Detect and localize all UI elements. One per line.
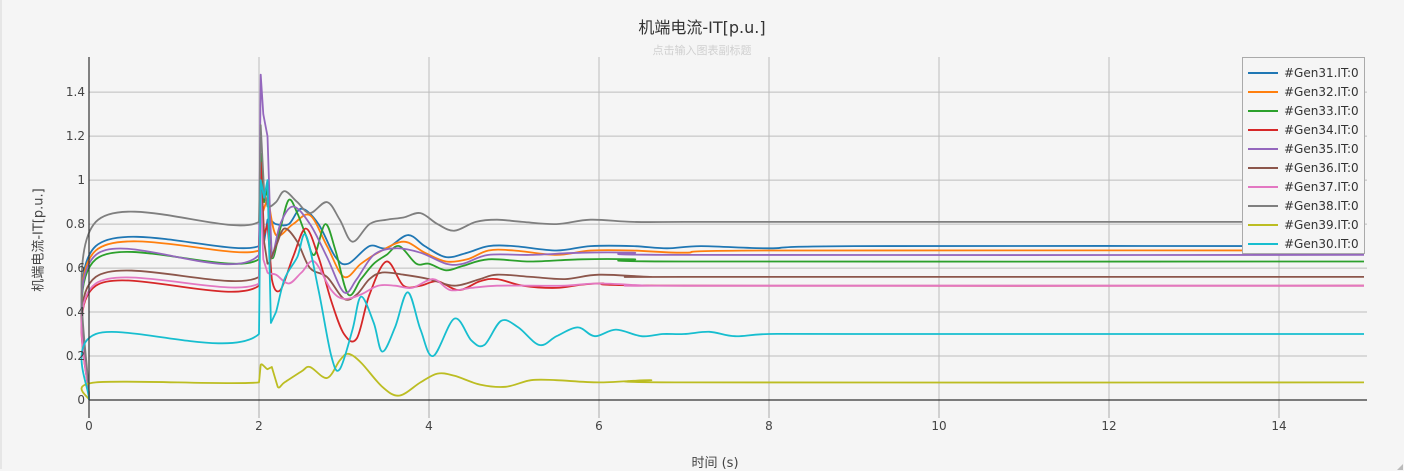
series-line-gen32it0 bbox=[80, 190, 1365, 401]
y-tick-label: 0.2 bbox=[66, 349, 85, 363]
x-axis-label: 时间 (s) bbox=[691, 456, 739, 471]
legend-label: #Gen39.IT:0 bbox=[1284, 217, 1359, 232]
legend-label: #Gen34.IT:0 bbox=[1284, 122, 1359, 137]
legend-swatch-icon bbox=[1248, 223, 1278, 226]
x-tick-label: 8 bbox=[765, 419, 773, 433]
legend-item[interactable]: #Gen38.IT:0 bbox=[1243, 196, 1364, 215]
grid-lines bbox=[88, 57, 1367, 418]
legend-label: #Gen38.IT:0 bbox=[1284, 198, 1359, 213]
resize-handle[interactable] bbox=[1397, 464, 1403, 470]
series-line-gen38it0 bbox=[80, 124, 1364, 401]
x-tick-label: 10 bbox=[931, 419, 946, 433]
y-tick-label: 0.4 bbox=[66, 305, 85, 319]
chart-title: 机端电流-IT[p.u.] bbox=[638, 18, 766, 37]
y-tick-label: 0.6 bbox=[66, 261, 85, 275]
legend-item[interactable]: #Gen34.IT:0 bbox=[1243, 120, 1364, 139]
legend-swatch-icon bbox=[1248, 185, 1278, 188]
y-tick-label: 1 bbox=[77, 173, 85, 187]
x-tick-label: 2 bbox=[255, 419, 263, 433]
legend-item[interactable]: #Gen31.IT:0 bbox=[1243, 63, 1364, 82]
y-tick-label: 0.8 bbox=[66, 217, 85, 231]
legend-swatch-icon bbox=[1248, 242, 1278, 245]
legend-label: #Gen37.IT:0 bbox=[1284, 179, 1359, 194]
legend-item[interactable]: #Gen36.IT:0 bbox=[1243, 158, 1364, 177]
legend-swatch-icon bbox=[1248, 166, 1278, 169]
series-line-gen33it0 bbox=[80, 152, 1365, 401]
x-tick-label: 0 bbox=[85, 419, 93, 433]
legend-item[interactable]: #Gen33.IT:0 bbox=[1243, 101, 1364, 120]
axes bbox=[88, 57, 1367, 418]
series-line-gen35it0 bbox=[80, 73, 1365, 401]
legend-swatch-icon bbox=[1248, 147, 1278, 150]
legend-item[interactable]: #Gen30.IT:0 bbox=[1243, 234, 1364, 253]
series-line-gen36it0 bbox=[80, 179, 1364, 401]
x-tick-label: 6 bbox=[595, 419, 603, 433]
x-tick-label: 12 bbox=[1101, 419, 1116, 433]
series-line-gen31it0 bbox=[80, 179, 1365, 401]
legend-label: #Gen32.IT:0 bbox=[1284, 84, 1359, 99]
legend-swatch-icon bbox=[1248, 71, 1278, 74]
legend-swatch-icon bbox=[1248, 109, 1278, 112]
legend-label: #Gen33.IT:0 bbox=[1284, 103, 1359, 118]
legend-label: #Gen35.IT:0 bbox=[1284, 141, 1359, 156]
series-line-gen39it0 bbox=[80, 352, 1365, 401]
legend-item[interactable]: #Gen39.IT:0 bbox=[1243, 215, 1364, 234]
legend-label: #Gen31.IT:0 bbox=[1284, 65, 1359, 80]
x-tick-label: 14 bbox=[1271, 419, 1286, 433]
legend-item[interactable]: #Gen37.IT:0 bbox=[1243, 177, 1364, 196]
legend-item[interactable]: #Gen32.IT:0 bbox=[1243, 82, 1364, 101]
series-line-gen34it0 bbox=[80, 161, 1365, 401]
series-line-gen37it0 bbox=[80, 190, 1364, 401]
legend: #Gen31.IT:0 #Gen32.IT:0 #Gen33.IT:0 #Gen34.… bbox=[1242, 57, 1365, 254]
series-lines bbox=[80, 73, 1365, 401]
chart-subtitle-input[interactable]: 点击输入图表副标题 bbox=[652, 44, 752, 57]
legend-label: #Gen36.IT:0 bbox=[1284, 160, 1359, 175]
y-axis-label: 机端电流-IT[p.u.] bbox=[31, 188, 47, 292]
legend-item[interactable]: #Gen35.IT:0 bbox=[1243, 139, 1364, 158]
y-tick-label: 1.4 bbox=[66, 85, 85, 99]
tick-labels: 0 0.2 0.4 0.6 0.8 1 1.2 1.4 0 2 4 6 8 10 12 14 bbox=[66, 85, 1287, 433]
x-tick-label: 4 bbox=[425, 419, 433, 433]
legend-label: #Gen30.IT:0 bbox=[1284, 236, 1359, 251]
legend-swatch-icon bbox=[1248, 204, 1278, 207]
y-tick-label: 1.2 bbox=[66, 129, 85, 143]
legend-swatch-icon bbox=[1248, 128, 1278, 131]
series-line-gen30it0 bbox=[80, 179, 1364, 401]
legend-swatch-icon bbox=[1248, 90, 1278, 93]
y-tick-label: 0 bbox=[77, 393, 85, 407]
